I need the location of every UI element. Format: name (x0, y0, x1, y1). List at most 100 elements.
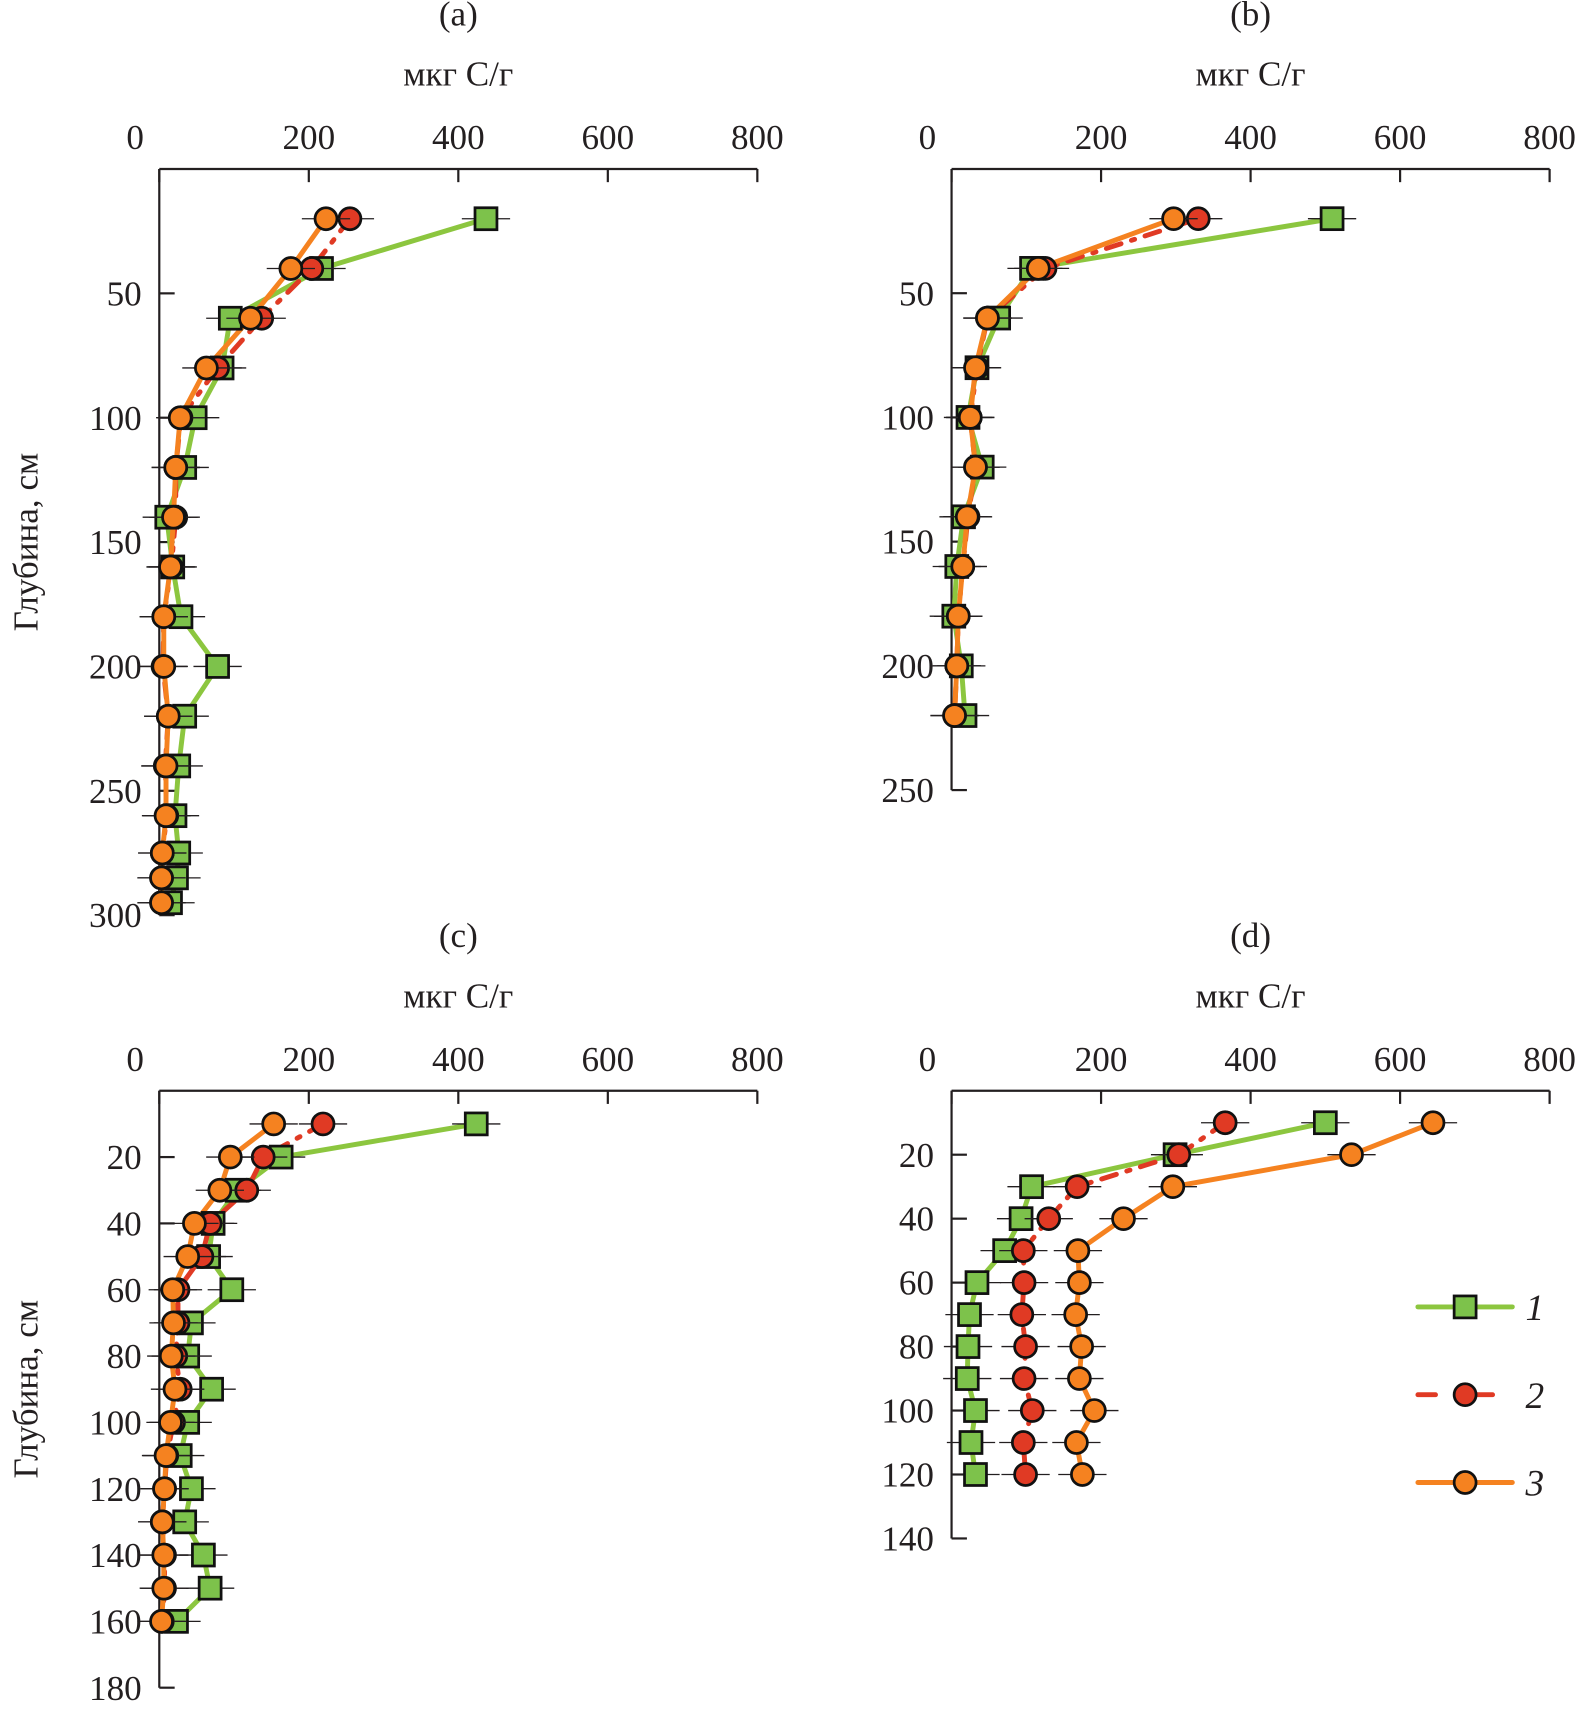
x-tick-label: 800 (731, 118, 784, 157)
x-tick-label: 400 (432, 1040, 485, 1079)
legend-label-1: 1 (1525, 1288, 1544, 1329)
series-3-point (1025, 256, 1051, 281)
series-3-point (1111, 1206, 1136, 1232)
series-2-point (1013, 1334, 1038, 1359)
series-3-point (155, 703, 181, 729)
series-3-point (163, 455, 189, 480)
panel-label: (c) (439, 916, 478, 955)
panel-label: (d) (1230, 916, 1271, 955)
x-tick-label: 400 (432, 118, 485, 157)
series-3-point (313, 206, 339, 232)
x-tick-label: 600 (1374, 118, 1427, 157)
series-3-point (957, 405, 983, 430)
x-tick-label: 600 (581, 1040, 634, 1079)
series-3-point (1160, 1174, 1186, 1200)
x-tick-label: 200 (1075, 1040, 1128, 1079)
series-1-point (473, 206, 499, 232)
series-2-point (1013, 1462, 1038, 1487)
x-axis-title: мкг С/г (1196, 55, 1306, 94)
series-3-point (950, 554, 976, 579)
series-3-point (167, 405, 193, 431)
series-3-point (963, 355, 988, 381)
x-tick-label: 0 (126, 118, 144, 157)
series-3-point (207, 1177, 233, 1203)
legend-marker-1 (1452, 1294, 1478, 1320)
y-tick-label: 80 (107, 1337, 142, 1376)
legend: 1 2 3 (1415, 1288, 1544, 1505)
series-2-point (250, 1144, 276, 1170)
series-3-point (182, 1211, 207, 1236)
series-3-point (1067, 1270, 1092, 1295)
y-tick-label: 100 (881, 1392, 934, 1431)
series-3-point (1339, 1142, 1364, 1168)
y-tick-label: 200 (89, 648, 142, 687)
y-tick-label: 120 (881, 1456, 934, 1495)
legend-label-2: 2 (1525, 1376, 1544, 1417)
y-tick-label: 150 (881, 523, 934, 562)
panel-label: (b) (1230, 0, 1271, 33)
x-tick-label: 400 (1224, 1040, 1277, 1079)
series-3-point (1063, 1302, 1089, 1327)
series-3-point (1070, 1462, 1095, 1487)
series-3-point (158, 1343, 184, 1369)
x-axis-title: мкг С/г (403, 55, 513, 94)
series-2-point (1166, 1142, 1192, 1168)
series-3-point (151, 654, 177, 679)
series-2-point (1011, 1270, 1037, 1295)
y-tick-label: 50 (107, 274, 142, 313)
series-3-point (1161, 206, 1186, 232)
y-tick-label: 100 (89, 399, 142, 438)
x-tick-label: 0 (919, 118, 937, 157)
series-1-point (463, 1111, 489, 1137)
series-2-point (1011, 1366, 1037, 1391)
panel-label: (a) (439, 0, 478, 33)
series-3-point (194, 355, 219, 381)
series-1-point (963, 1398, 988, 1423)
series-1-point (964, 1270, 990, 1295)
x-tick-label: 600 (1374, 1040, 1427, 1079)
series-3-point (942, 703, 967, 728)
series-3-point (963, 454, 988, 480)
series-1-point (1319, 206, 1345, 232)
series-2-point (1064, 1174, 1090, 1200)
series-2-point (1009, 1302, 1035, 1327)
y-tick-label: 300 (89, 896, 142, 935)
series-3-point (151, 1542, 177, 1568)
x-tick-label: 200 (282, 1040, 335, 1079)
series-3-point (175, 1244, 201, 1269)
y-axis-title: Глубина, см (6, 1300, 45, 1479)
series-3-point (945, 603, 971, 629)
y-tick-label: 180 (89, 1669, 142, 1708)
series-3-point (153, 1443, 179, 1468)
y-tick-label: 60 (899, 1264, 934, 1303)
y-tick-label: 50 (899, 274, 934, 313)
series-3-point (261, 1111, 287, 1137)
series-2-point (1010, 1430, 1036, 1455)
series-3-point (151, 604, 177, 630)
series-3-point (158, 554, 183, 580)
series-3-line (1073, 1120, 1436, 1477)
series-3-point (149, 1509, 175, 1535)
y-tick-label: 40 (107, 1204, 142, 1243)
series-3-point (153, 753, 179, 779)
series-3-point (158, 1410, 183, 1435)
x-tick-label: 400 (1224, 118, 1277, 157)
series-3-line (159, 216, 329, 906)
series-3-point (1064, 1430, 1089, 1455)
series-3-point (149, 890, 174, 916)
x-tick-label: 200 (1075, 118, 1128, 157)
x-axis-title: мкг С/г (403, 976, 513, 1015)
series-2-point (1019, 1398, 1045, 1423)
series-2-point (1212, 1110, 1238, 1136)
y-tick-label: 100 (881, 398, 934, 437)
series-3-point (217, 1144, 243, 1170)
series-3-point (944, 653, 970, 679)
series-2-point (310, 1111, 336, 1137)
series-3-point (1065, 1238, 1091, 1263)
series-3-point (151, 1575, 177, 1601)
series-3-point (1069, 1334, 1094, 1359)
series-1-point (963, 1462, 988, 1487)
series-1-point (197, 1575, 223, 1601)
series-2-point (1010, 1238, 1036, 1263)
